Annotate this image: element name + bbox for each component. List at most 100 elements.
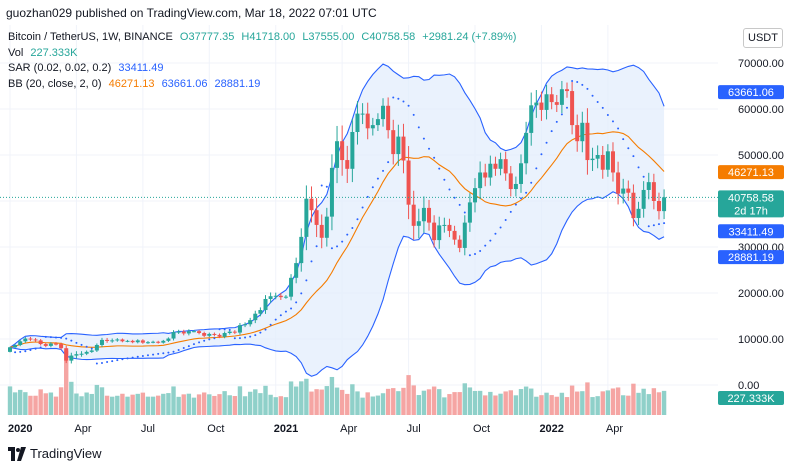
time-axis-label: 2020: [8, 423, 32, 435]
volume-bar: [201, 392, 207, 415]
sar-dot: [177, 349, 180, 352]
candle-body: [304, 198, 309, 237]
sar-dot: [565, 106, 568, 109]
volume-bar: [84, 392, 89, 415]
volume-bar: [350, 384, 355, 415]
sar-dot: [417, 126, 420, 129]
bb-lower-tag: [718, 250, 784, 265]
volume-bar: [258, 393, 263, 415]
candle-body: [544, 94, 549, 110]
candle-body: [365, 113, 370, 129]
sar-dot: [647, 225, 650, 228]
legend-symbol-row[interactable]: Bitcoin / TetherUS, 1W, BINANCE O37777.3…: [8, 30, 516, 46]
sar-dot: [315, 245, 318, 248]
volume-bar: [385, 388, 391, 415]
parabolic-sar: [14, 79, 666, 365]
currency-button[interactable]: USDT: [743, 28, 783, 48]
volume-bar: [523, 386, 529, 415]
sar-dot: [433, 156, 436, 159]
symbol-label[interactable]: Bitcoin / TetherUS, 1W, BINANCE: [8, 31, 173, 43]
sar-dot: [550, 130, 553, 133]
volume-bar: [288, 381, 294, 415]
sar-dot: [402, 100, 405, 103]
sar-label[interactable]: SAR (0.02, 0.02, 0.2): [8, 62, 112, 74]
volume-bar: [360, 397, 365, 415]
volume-bar: [421, 390, 427, 415]
sar-dot: [75, 341, 78, 344]
sar-dot: [121, 358, 124, 361]
candle-body: [452, 230, 457, 240]
countdown-label: 2d 17h: [734, 205, 768, 217]
volume-bar: [181, 394, 186, 415]
time-axis-label: Oct: [207, 423, 224, 435]
sar-dot: [514, 203, 517, 206]
sar-dot: [95, 362, 98, 365]
candle-body: [488, 163, 493, 178]
tradingview-logo[interactable]: TradingView: [8, 446, 102, 461]
sar-dot: [458, 203, 461, 206]
sar-dot: [468, 254, 471, 257]
volume-bar: [145, 396, 151, 415]
chart-area[interactable]: 70000.0060000.0050000.0040000.0030000.00…: [0, 25, 800, 440]
price-axis-label: 20000.00: [738, 288, 784, 300]
sar-dot: [545, 141, 548, 144]
bb-label[interactable]: BB (20, close, 2, 0): [8, 77, 102, 90]
volume-tag-label: 227.333K: [727, 393, 775, 405]
volume-bar: [626, 395, 631, 415]
sar-dot: [530, 181, 533, 184]
sar-dot: [136, 355, 139, 358]
volume-bar: [299, 381, 304, 415]
candle-body: [64, 348, 69, 361]
vol-label[interactable]: Vol: [8, 46, 24, 59]
volume-bar: [304, 378, 309, 415]
volume-bar: [595, 396, 600, 415]
legend-bb-row[interactable]: BB (20, close, 2, 0) 46271.13 63661.06 2…: [8, 77, 516, 93]
volume-bar: [293, 386, 299, 415]
sar-dot: [412, 113, 415, 116]
candle-body: [171, 332, 176, 339]
volume-bar: [467, 387, 473, 415]
candles: [8, 80, 667, 364]
candle-body: [125, 340, 130, 342]
candle-body: [519, 163, 523, 184]
sar-dot: [305, 279, 308, 282]
candle-body: [48, 343, 53, 346]
candle-body: [396, 136, 401, 155]
candle-body: [13, 344, 18, 348]
candle-body: [145, 342, 150, 344]
candle-body: [105, 339, 110, 341]
bollinger-band-fill: [10, 64, 665, 377]
candle-body: [421, 207, 426, 222]
price-chart-svg[interactable]: 70000.0060000.0050000.0040000.0030000.00…: [0, 25, 800, 440]
sar-dot: [663, 222, 666, 225]
legend-volume-row[interactable]: Vol 227.333K: [8, 46, 516, 62]
time-axis-label: Apr: [340, 423, 357, 435]
candle-body: [636, 208, 641, 219]
sar-dot: [611, 120, 614, 123]
candle-body: [411, 204, 416, 226]
candle-body: [462, 222, 467, 248]
candle-body: [120, 339, 125, 342]
legend-sar-row[interactable]: SAR (0.02, 0.02, 0.2) 33411.49: [8, 61, 516, 77]
candle-body: [345, 160, 350, 169]
volume-bar: [38, 389, 43, 415]
candle-body: [529, 105, 534, 133]
candle-body: [319, 224, 324, 238]
candle-body: [386, 105, 391, 131]
bb-upper-tag-label: 63661.06: [728, 87, 774, 99]
volume-bar: [646, 394, 651, 415]
candle-body: [222, 333, 227, 337]
volume-bar: [155, 395, 161, 415]
volume-bar: [324, 386, 330, 415]
sar-dot: [382, 169, 385, 172]
sar-dot: [90, 347, 93, 350]
candle-body: [18, 341, 23, 345]
sar-dot: [238, 337, 241, 340]
sar-dot: [601, 106, 604, 109]
candle-body: [375, 119, 380, 126]
candle-body: [94, 344, 99, 351]
sar-dot: [606, 113, 609, 116]
candle-body: [140, 340, 145, 343]
volume-bar: [339, 389, 345, 415]
sar-dot: [146, 354, 149, 357]
